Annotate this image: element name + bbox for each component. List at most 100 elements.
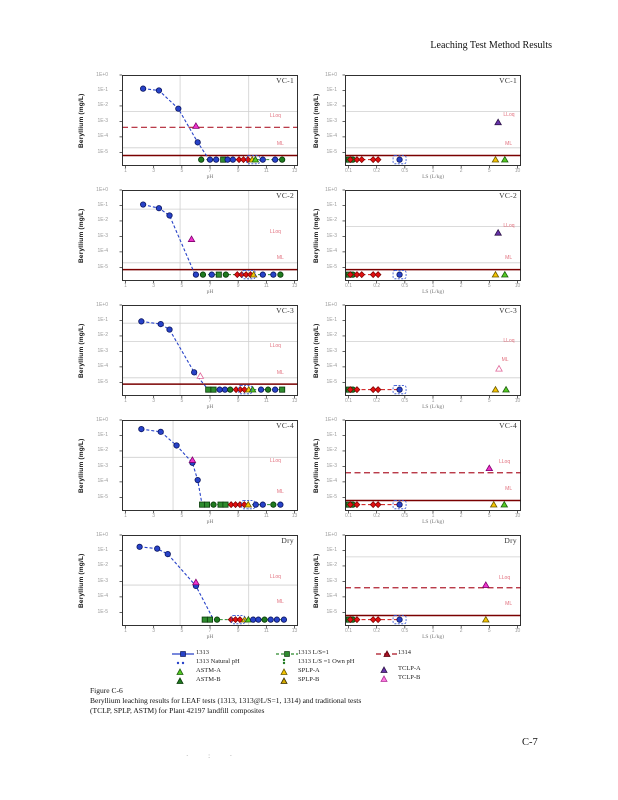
ref-line-label-lloq: LLoq (269, 112, 281, 119)
y-axis-label: Beryllium (mg/L) (78, 323, 85, 378)
x-axis-tick-label: 7 (208, 398, 212, 404)
legend-item-1313-l-s-1: 1313 L/S=1 (0, 649, 618, 658)
x-axis-tick-label: 0.1 (345, 283, 352, 289)
data-point-mt (192, 122, 200, 129)
x-axis-label: pH (206, 519, 214, 525)
x-axis-tick-label: 11 (263, 168, 269, 174)
data-point-rd (374, 386, 382, 394)
ref-line-label-lloq: LLoq (269, 228, 281, 235)
data-point-yt (489, 500, 498, 508)
chart-vc3-ph: VC-3 LLoq ML 1E+0 1E-1 1E-2 1E-3 1E-4 1E-5 1 3 5 7 9 1… (78, 302, 298, 410)
data-point-b (396, 271, 403, 278)
y-axis-tick-label: 1E-4 (97, 478, 108, 485)
y-axis-tick-label: 1E+0 (96, 416, 108, 423)
legend-marker-icon (276, 651, 298, 657)
selection-dashed-box (392, 500, 407, 510)
chart-vc1-ph: VC-1 LLoq ML 1E+0 1E-1 1E-2 1E-3 1E-4 1E-5 1 3 5 7 9 1… (78, 72, 298, 180)
data-point-b (396, 386, 403, 393)
data-point-gs (199, 501, 206, 508)
data-point-mt (188, 456, 197, 463)
data-point-gs (204, 501, 211, 508)
y-axis-tick-label: 1E-4 (97, 593, 108, 600)
data-point-b (191, 369, 198, 376)
data-point-g (277, 271, 284, 278)
data-point-b (270, 271, 277, 278)
legend-triangle (280, 677, 288, 684)
chart-canvas (119, 534, 298, 629)
selection-dashed-box (392, 385, 407, 395)
data-point-gs (207, 616, 214, 623)
data-point-rd (346, 501, 354, 509)
data-point-rd (238, 271, 246, 279)
x-axis-label: LS (L/kg) (422, 404, 444, 410)
x-axis-tick-label: 9 (236, 283, 240, 289)
data-point-rd (346, 386, 354, 394)
ref-line-label-lloq: LLoq (269, 457, 281, 464)
legend-item-label: 1313 L/S =1 Own pH (298, 658, 355, 665)
y-axis-tick-label: 1E-2 (326, 217, 337, 224)
data-point-b (157, 428, 164, 435)
legend-dot (181, 661, 185, 665)
plot-frame (345, 190, 521, 281)
y-axis-tick-label: 1E-5 (326, 493, 337, 500)
data-point-b (164, 551, 171, 558)
ref-line-label-ml: ML (276, 369, 284, 376)
x-axis-tick-label: 0.1 (345, 628, 352, 634)
data-point-g (261, 616, 268, 623)
data-point-rd (374, 501, 382, 509)
x-axis-tick-label: 0.5 (401, 628, 409, 634)
y-axis-tick-label: 1E-4 (326, 133, 337, 140)
y-axis-tick-label: 1E+0 (325, 531, 337, 538)
legend-item-label: 1313 (196, 649, 209, 656)
data-point-b (259, 271, 266, 278)
data-point-b (221, 386, 229, 393)
data-point-rd (369, 386, 377, 394)
data-point-b (250, 616, 257, 623)
x-axis-label: LS (L/kg) (422, 289, 444, 295)
x-axis-tick-label: 0.2 (373, 168, 381, 174)
legend-item-tclp-b: TCLP-B (0, 674, 618, 683)
x-axis-tick-label: 7 (208, 283, 212, 289)
x-axis-tick-label: 10 (514, 168, 521, 174)
x-axis-tick-label: 1 (431, 628, 435, 634)
x-axis-label: pH (206, 404, 214, 410)
y-axis-label: Beryllium (mg/L) (78, 438, 85, 493)
y-axis-tick-label: 1E-5 (97, 378, 108, 385)
data-point-b (272, 156, 279, 163)
x-axis-tick-label: 2 (459, 513, 463, 519)
y-axis-tick-label: 1E-2 (326, 332, 337, 339)
x-axis-tick-label: 7 (208, 513, 212, 519)
y-axis-tick-label: 1E-3 (97, 347, 108, 354)
legend-item-label: ASTM-A (196, 667, 221, 674)
ref-line-label-ml: ML (276, 254, 284, 261)
legend-marker-icon (376, 650, 398, 657)
data-point-g (222, 271, 229, 278)
data-point-b (194, 139, 201, 146)
data-point-rd (358, 271, 366, 279)
y-axis-tick-label: 1E-1 (97, 431, 108, 438)
legend-item-label: SPLP-A (298, 667, 320, 674)
x-axis-tick-label: 0.5 (401, 168, 409, 174)
chart-canvas (342, 74, 521, 169)
x-axis-tick-label: 10 (514, 283, 521, 289)
x-axis-tick-label: 0.5 (401, 283, 409, 289)
legend-item-label: 1313 L/S=1 (298, 649, 329, 656)
series-line-bd (142, 204, 196, 275)
selection-dashed-box (392, 615, 407, 625)
x-axis-tick-label: 0.2 (373, 398, 381, 404)
y-axis-tick-label: 1E-2 (97, 562, 108, 569)
y-axis-tick-label: 1E+0 (96, 186, 108, 193)
data-point-rd (358, 156, 366, 164)
data-point-rd (369, 271, 377, 279)
data-point-gt (500, 500, 509, 508)
x-axis-tick-label: 5 (180, 283, 184, 289)
ref-line-label-ml: ML (505, 485, 513, 492)
ref-line-label-ml: ML (501, 356, 509, 363)
y-axis-tick-label: 1E-5 (326, 148, 337, 155)
data-point-mt (481, 581, 490, 588)
legend-item-1314: 1314 (0, 649, 618, 658)
y-axis-tick-label: 1E-2 (97, 332, 108, 339)
chart-title: VC-2 (276, 191, 294, 200)
data-point-b (216, 386, 223, 393)
